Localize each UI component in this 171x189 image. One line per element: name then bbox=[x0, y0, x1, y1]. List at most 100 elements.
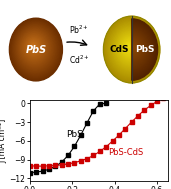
Circle shape bbox=[113, 27, 149, 70]
Circle shape bbox=[105, 18, 158, 81]
Circle shape bbox=[120, 35, 141, 60]
Wedge shape bbox=[132, 27, 151, 71]
Circle shape bbox=[18, 28, 52, 69]
Wedge shape bbox=[133, 47, 134, 48]
Circle shape bbox=[16, 26, 54, 71]
Wedge shape bbox=[132, 23, 154, 76]
Circle shape bbox=[104, 17, 159, 82]
Circle shape bbox=[128, 46, 130, 47]
Circle shape bbox=[16, 26, 54, 70]
Wedge shape bbox=[133, 42, 138, 54]
Circle shape bbox=[116, 31, 145, 66]
Wedge shape bbox=[132, 29, 149, 69]
Circle shape bbox=[116, 31, 144, 65]
Circle shape bbox=[114, 28, 148, 68]
Circle shape bbox=[11, 20, 60, 78]
Circle shape bbox=[28, 40, 40, 54]
Circle shape bbox=[32, 45, 34, 48]
Wedge shape bbox=[133, 46, 135, 49]
Circle shape bbox=[127, 44, 131, 49]
Wedge shape bbox=[132, 19, 158, 80]
Circle shape bbox=[111, 25, 151, 72]
Circle shape bbox=[107, 20, 156, 78]
Circle shape bbox=[128, 45, 131, 48]
Circle shape bbox=[117, 32, 144, 64]
Wedge shape bbox=[133, 44, 136, 51]
Circle shape bbox=[14, 23, 57, 75]
Circle shape bbox=[14, 24, 56, 74]
Circle shape bbox=[120, 36, 140, 59]
Wedge shape bbox=[132, 31, 147, 66]
Wedge shape bbox=[132, 24, 153, 75]
Circle shape bbox=[26, 38, 42, 56]
Circle shape bbox=[10, 19, 62, 80]
Wedge shape bbox=[132, 28, 150, 70]
Circle shape bbox=[18, 29, 51, 68]
Wedge shape bbox=[133, 39, 141, 58]
Circle shape bbox=[108, 22, 155, 77]
Wedge shape bbox=[133, 32, 147, 65]
Wedge shape bbox=[132, 29, 149, 68]
Y-axis label: J [mA cm⁻²]: J [mA cm⁻²] bbox=[0, 119, 8, 163]
Circle shape bbox=[124, 40, 135, 54]
Wedge shape bbox=[133, 34, 145, 64]
Circle shape bbox=[123, 40, 136, 55]
Circle shape bbox=[118, 34, 142, 62]
Wedge shape bbox=[133, 43, 137, 53]
Circle shape bbox=[110, 24, 152, 74]
Circle shape bbox=[27, 39, 40, 55]
Circle shape bbox=[12, 21, 60, 77]
Circle shape bbox=[23, 34, 45, 61]
Wedge shape bbox=[132, 26, 151, 72]
Circle shape bbox=[28, 40, 39, 53]
Circle shape bbox=[11, 20, 61, 79]
Circle shape bbox=[119, 34, 141, 61]
Circle shape bbox=[29, 42, 37, 51]
Text: Cd$^{2+}$: Cd$^{2+}$ bbox=[69, 53, 89, 66]
Circle shape bbox=[112, 26, 150, 71]
Circle shape bbox=[121, 37, 138, 57]
Text: PbS: PbS bbox=[135, 45, 154, 54]
Wedge shape bbox=[133, 40, 140, 56]
Circle shape bbox=[113, 28, 148, 69]
Circle shape bbox=[121, 37, 139, 58]
Wedge shape bbox=[133, 33, 146, 64]
Circle shape bbox=[31, 44, 35, 49]
Circle shape bbox=[114, 29, 147, 67]
Circle shape bbox=[20, 31, 49, 65]
Circle shape bbox=[103, 16, 160, 83]
Circle shape bbox=[26, 38, 41, 56]
Circle shape bbox=[118, 33, 143, 63]
Circle shape bbox=[23, 35, 45, 60]
Circle shape bbox=[12, 22, 59, 77]
Wedge shape bbox=[132, 20, 157, 79]
Circle shape bbox=[24, 36, 44, 59]
Circle shape bbox=[19, 30, 50, 66]
Text: PbS: PbS bbox=[66, 129, 83, 139]
Circle shape bbox=[122, 38, 138, 57]
Circle shape bbox=[107, 21, 155, 77]
Circle shape bbox=[105, 19, 158, 80]
Text: CdS: CdS bbox=[110, 45, 129, 54]
Circle shape bbox=[19, 29, 51, 67]
Wedge shape bbox=[132, 21, 156, 77]
Circle shape bbox=[30, 43, 37, 50]
Wedge shape bbox=[132, 25, 153, 74]
Text: PbS: PbS bbox=[25, 45, 47, 55]
Text: Pb$^{2+}$: Pb$^{2+}$ bbox=[69, 23, 89, 36]
Circle shape bbox=[13, 22, 58, 76]
Circle shape bbox=[15, 24, 56, 73]
Circle shape bbox=[125, 42, 134, 52]
Wedge shape bbox=[133, 36, 143, 61]
Circle shape bbox=[106, 19, 157, 79]
Circle shape bbox=[30, 43, 36, 49]
Circle shape bbox=[22, 33, 46, 62]
Circle shape bbox=[109, 22, 154, 76]
Circle shape bbox=[123, 39, 137, 56]
Wedge shape bbox=[132, 20, 156, 78]
Circle shape bbox=[9, 18, 62, 81]
Circle shape bbox=[125, 41, 134, 53]
Wedge shape bbox=[133, 45, 135, 50]
Circle shape bbox=[32, 45, 34, 47]
Circle shape bbox=[25, 36, 43, 58]
